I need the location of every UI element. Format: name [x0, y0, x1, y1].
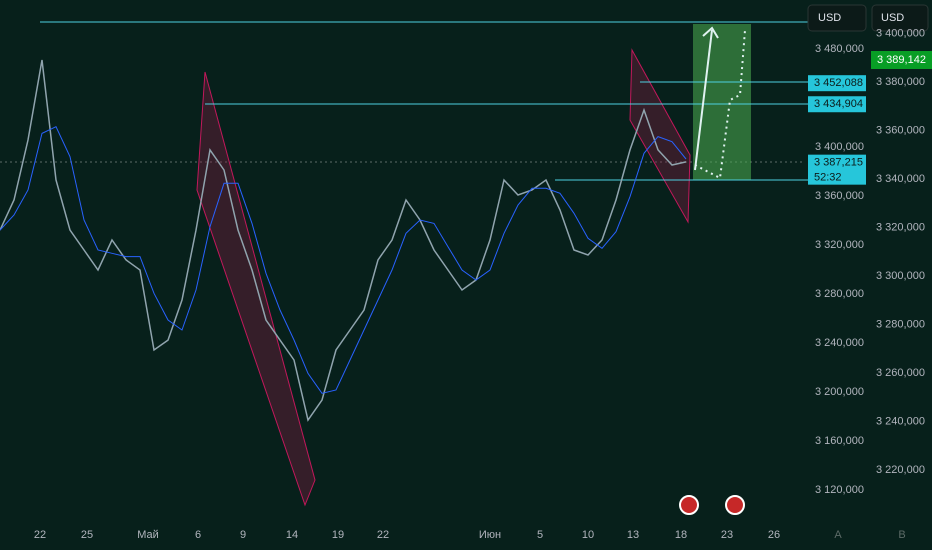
right-tick-label: 3 340,000 [876, 173, 925, 185]
left-tick-label: 3 360,000 [815, 190, 864, 202]
price-tag [808, 154, 866, 185]
x-tick-label: Июн [479, 529, 501, 541]
countdown: 52:32 [814, 172, 842, 184]
price-tag [871, 51, 932, 69]
price-tag [808, 75, 866, 92]
x-tick-label: 14 [286, 529, 298, 541]
x-tick-label: 18 [675, 529, 687, 541]
right-tick-label: 3 220,000 [876, 464, 925, 476]
price-tag-label: 3 389,142 [877, 54, 926, 66]
x-tick-label: 25 [81, 529, 93, 541]
x-tick-label: 6 [195, 529, 201, 541]
left-tick-label: 3 320,000 [815, 239, 864, 251]
right-tick-label: 3 380,000 [876, 76, 925, 88]
arrow [694, 29, 713, 171]
currency-label: USD [818, 12, 841, 24]
left-tick-label: 3 160,000 [815, 435, 864, 447]
projection [694, 29, 746, 180]
x-tick-label: Май [137, 529, 159, 541]
currency-button[interactable] [871, 4, 929, 32]
moving-average [0, 126, 687, 394]
event-flag[interactable] [725, 495, 745, 515]
scale-button: B [898, 529, 905, 541]
price-tag [808, 96, 866, 113]
left-tick-label: 3 240,000 [815, 337, 864, 349]
x-tick-label: 19 [332, 529, 344, 541]
event-flag[interactable] [679, 495, 699, 515]
currency-button[interactable] [807, 4, 867, 32]
x-tick-label: 22 [377, 529, 389, 541]
x-tick-label: 9 [240, 529, 246, 541]
x-tick-label: 23 [721, 529, 733, 541]
price-layer [0, 59, 687, 422]
x-tick-label: 26 [768, 529, 780, 541]
left-tick-label: 3 400,000 [815, 141, 864, 153]
price-tag-label: 3 387,215 [814, 157, 863, 169]
right-tick-label: 3 360,000 [876, 124, 925, 136]
x-tick-label: 10 [582, 529, 594, 541]
right-tick-label: 3 400,000 [876, 27, 925, 39]
x-tick-label: 22 [34, 529, 46, 541]
x-tick-label: 13 [627, 529, 639, 541]
x-tick-label: 5 [537, 529, 543, 541]
price-line [0, 59, 687, 422]
right-tick-label: 3 240,000 [876, 415, 925, 427]
falling-channel [629, 48, 691, 224]
arrow-head [702, 26, 719, 39]
right-tick-label: 3 300,000 [876, 270, 925, 282]
right-tick-label: 3 320,000 [876, 221, 925, 233]
price-tag-label: 3 452,088 [814, 77, 863, 89]
currency-label: USD [881, 12, 904, 24]
right-tick-label: 3 260,000 [876, 367, 925, 379]
price-tag-label: 3 434,904 [814, 98, 863, 110]
left-tick-label: 3 280,000 [815, 288, 864, 300]
left-tick-label: 3 200,000 [815, 386, 864, 398]
left-tick-label: 3 480,000 [815, 43, 864, 55]
left-tick-label: 3 120,000 [815, 484, 864, 496]
scale-button: A [834, 529, 842, 541]
right-tick-label: 3 280,000 [876, 318, 925, 330]
